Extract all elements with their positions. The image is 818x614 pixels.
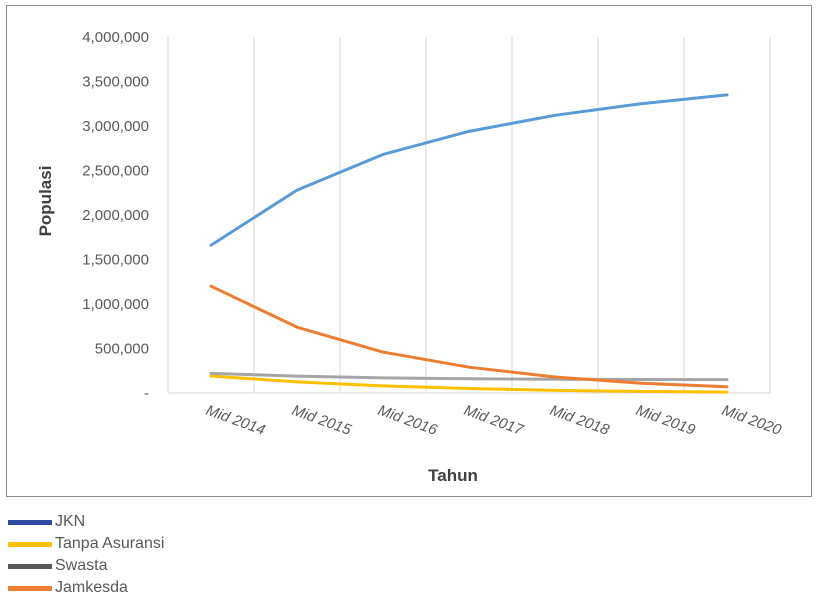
series-line-swasta xyxy=(209,371,729,382)
legend-swatch xyxy=(8,519,52,525)
legend-swatch xyxy=(8,541,52,547)
y-axis-title: Populasi xyxy=(36,166,55,237)
legend-item: Tanpa Asuransi xyxy=(8,533,164,555)
legend-label: JKN xyxy=(55,513,86,530)
y-tick-label: 3,000,000 xyxy=(82,118,149,135)
x-tick-label: Mid 2018 xyxy=(548,402,612,439)
series-line-jamkesda xyxy=(209,284,729,389)
line-chart: - 500,000 1,000,000 1,500,000 2,000,000 2,500… xyxy=(36,29,784,485)
legend-item: JKN xyxy=(8,511,164,533)
y-tick-label: 1,500,000 xyxy=(82,252,149,269)
legend-label: Tanpa Asuransi xyxy=(55,535,165,552)
legend-swatch xyxy=(8,563,52,569)
x-tick-label: Mid 2014 xyxy=(204,402,268,439)
gridlines xyxy=(167,37,771,393)
chart-frame: - 500,000 1,000,000 1,500,000 2,000,000 2,500… xyxy=(6,5,812,497)
x-tick-label: Mid 2020 xyxy=(720,402,784,439)
x-tick-label: Mid 2017 xyxy=(462,402,526,439)
legend-item: Jamkesda xyxy=(8,577,164,599)
series-line-tanpa-asuransi xyxy=(209,374,729,394)
y-tick-label: - xyxy=(144,385,149,402)
y-tick-label: 4,000,000 xyxy=(82,29,149,46)
legend-swatch xyxy=(8,585,52,591)
legend-item: Swasta xyxy=(8,555,164,577)
series-line-jkn xyxy=(209,93,729,247)
legend: JKN Tanpa Asuransi Swasta Jamkesda xyxy=(8,511,164,599)
x-axis-title: Tahun xyxy=(428,466,478,485)
y-axis-tick-labels: - 500,000 1,000,000 1,500,000 2,000,000 2,500… xyxy=(82,29,149,402)
x-tick-label: Mid 2016 xyxy=(376,402,440,439)
legend-label: Jamkesda xyxy=(55,579,128,596)
x-tick-label: Mid 2019 xyxy=(634,402,698,439)
series-lines xyxy=(209,93,729,394)
y-tick-label: 500,000 xyxy=(95,341,149,358)
y-tick-label: 1,000,000 xyxy=(82,296,149,313)
legend-label: Swasta xyxy=(55,557,108,574)
y-tick-label: 3,500,000 xyxy=(82,74,149,91)
x-axis-tick-labels: Mid 2014 Mid 2015 Mid 2016 Mid 2017 Mid 2018… xyxy=(204,402,784,439)
y-tick-label: 2,500,000 xyxy=(82,163,149,180)
y-tick-label: 2,000,000 xyxy=(82,207,149,224)
x-tick-label: Mid 2015 xyxy=(290,402,354,439)
